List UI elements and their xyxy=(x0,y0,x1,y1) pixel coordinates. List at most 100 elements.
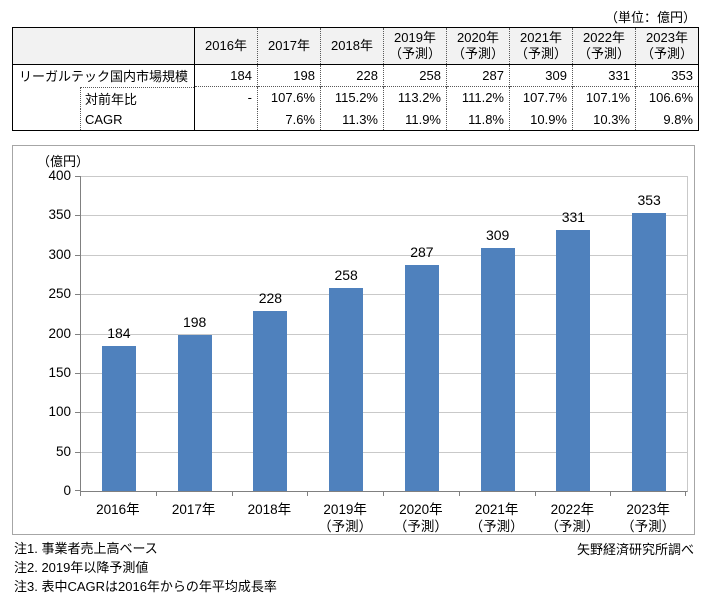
bar-slot: 184 xyxy=(81,176,157,491)
y-axis-tick xyxy=(75,333,80,335)
bar-value-label: 309 xyxy=(485,226,510,243)
x-category-year: 2022年 xyxy=(550,502,595,517)
source-credit: 矢野経済研究所調べ xyxy=(576,542,694,557)
table-value-cell: 228 xyxy=(320,64,384,87)
table-value-cell: 111.2% xyxy=(446,86,510,109)
x-category-label: 2017年 xyxy=(156,501,232,535)
x-axis-ticks xyxy=(80,492,686,497)
x-category-label: 2021年 （予測） xyxy=(459,501,535,535)
column-header-forecast: （予測） xyxy=(451,46,504,61)
bar-value-label: 287 xyxy=(410,244,434,260)
table-value-cell: 107.1% xyxy=(572,86,636,109)
x-axis-tick xyxy=(685,492,686,496)
bar-value-label: 184 xyxy=(107,325,131,342)
y-tick-label: 0 xyxy=(63,483,71,498)
column-header-year: 2019年 xyxy=(394,30,436,45)
bar xyxy=(329,287,364,491)
x-category-year: 2019年 xyxy=(323,502,367,517)
x-axis-tick xyxy=(80,492,81,496)
table-value-cell xyxy=(194,108,258,130)
x-category-label: 2022年 （予測） xyxy=(535,501,611,535)
table-value-cell: 11.3% xyxy=(320,108,384,130)
y-tick-label: 50 xyxy=(55,443,71,459)
gridline xyxy=(81,254,687,256)
bar xyxy=(253,311,288,491)
x-axis-labels: 2016年 2017年 2018年 2019年 （予測） 2020年 （予測） 2021年 （予… xyxy=(80,501,686,535)
bar xyxy=(404,265,439,491)
x-axis-tick xyxy=(534,492,536,496)
table-value-cell: 115.2% xyxy=(320,86,384,109)
table-value-cell: 11.9% xyxy=(383,108,447,130)
x-category-year: 2016年 xyxy=(96,502,140,517)
bar xyxy=(101,346,136,491)
table-row: CAGR 7.6% 11.3% 11.9% 11.8% 10.9% 10.3% 9.8% xyxy=(12,108,699,130)
column-header-year: 2020年 xyxy=(457,30,499,45)
y-axis-tick xyxy=(75,412,80,414)
x-category-year: 2020年 xyxy=(399,502,443,517)
y-tick-label: 300 xyxy=(48,246,71,262)
x-category-label: 2020年 （予測） xyxy=(383,501,459,535)
table-value-cell: 107.6% xyxy=(257,86,321,109)
x-category-label: 2023年 （予測） xyxy=(610,501,686,535)
footnote-2: 注2. 2019年以降予測値 xyxy=(14,560,149,575)
gridline xyxy=(81,372,687,374)
column-header: 2020年 （予測） xyxy=(446,27,510,65)
x-category-forecast: （予測） xyxy=(318,519,373,534)
y-axis-tick xyxy=(75,372,80,374)
bar-value-label: 353 xyxy=(637,192,661,209)
y-axis-tick xyxy=(75,451,80,453)
bars-container: 184 198 228 258 287 309 331 353 xyxy=(81,176,687,491)
y-axis-tick xyxy=(75,254,80,256)
column-header: 2019年 （予測） xyxy=(383,27,447,65)
y-axis-labels: 0 50 100 150 200 250 300 350 400 xyxy=(13,168,71,498)
column-header-year: 2021年 xyxy=(520,30,562,45)
table-value-cell: 184 xyxy=(194,64,258,87)
x-category-forecast: （予測） xyxy=(621,519,676,534)
bar-value-label: 331 xyxy=(561,209,586,226)
bar-value-label: 198 xyxy=(182,314,207,331)
column-header-year: 2018年 xyxy=(331,38,373,53)
column-header: 2018年 xyxy=(320,27,384,65)
bar-slot: 228 xyxy=(233,176,309,491)
y-tick-label: 150 xyxy=(48,364,71,380)
table-header-row: 2016年 2017年 2018年 2019年 （予測） 2020年 （予測） 2021年 （予… xyxy=(12,27,699,65)
table-unit-note: （単位：億円） xyxy=(604,10,696,25)
y-tick-label: 400 xyxy=(48,168,71,183)
table-value-cell: 107.7% xyxy=(509,86,573,109)
gridline xyxy=(81,215,687,217)
x-category-label: 2018年 xyxy=(232,501,308,535)
column-header-year: 2022年 xyxy=(583,30,625,45)
column-header-year: 2016年 xyxy=(205,38,247,53)
bar-slot: 331 xyxy=(536,176,612,491)
table-value-cell: - xyxy=(194,86,258,109)
x-category-year: 2021年 xyxy=(474,502,519,517)
bar-slot: 258 xyxy=(308,176,384,491)
bar-slot: 353 xyxy=(611,176,687,491)
gridline xyxy=(81,333,687,335)
bar xyxy=(556,230,591,491)
table-value-cell: 287 xyxy=(446,64,510,87)
table-body: リーガルテック国内市場規模 184 198 228 258 287 309 331 353 対前年… xyxy=(12,64,699,130)
x-axis-tick xyxy=(307,492,309,496)
y-axis-unit-label: （億円） xyxy=(37,154,90,169)
table-row: 対前年比 -107.6% 115.2% 113.2% 111.2% 107.7% 107.1… xyxy=(12,86,699,109)
table-head: 2016年 2017年 2018年 2019年 （予測） 2020年 （予測） 2021年 （予… xyxy=(12,27,699,65)
y-tick-label: 350 xyxy=(48,207,71,223)
market-table-wrapper: 2016年 2017年 2018年 2019年 （予測） 2020年 （予測） 2021年 （予… xyxy=(12,27,699,131)
table-value-cell: 198 xyxy=(257,64,321,87)
footnotes: 注1. 事業者売上高ベース 注2. 2019年以降予測値 注3. 表中CAGRは… xyxy=(14,539,277,596)
x-axis-tick xyxy=(610,492,612,496)
table-value-cell: 9.8% xyxy=(635,108,699,130)
row-label-cell: リーガルテック国内市場規模 xyxy=(12,64,195,87)
y-tick-label: 100 xyxy=(48,404,71,420)
bar-slot: 287 xyxy=(384,176,460,491)
column-header-forecast: （予測） xyxy=(577,46,630,61)
table-value-cell: 309 xyxy=(509,64,573,87)
x-axis-tick xyxy=(155,492,157,496)
y-axis-tick xyxy=(75,490,80,491)
row-label-indented: 対前年比 xyxy=(80,86,194,109)
gridline xyxy=(81,176,687,177)
bar xyxy=(177,335,212,491)
column-header: 2021年 （予測） xyxy=(509,27,573,65)
table-corner-cell xyxy=(12,27,195,65)
